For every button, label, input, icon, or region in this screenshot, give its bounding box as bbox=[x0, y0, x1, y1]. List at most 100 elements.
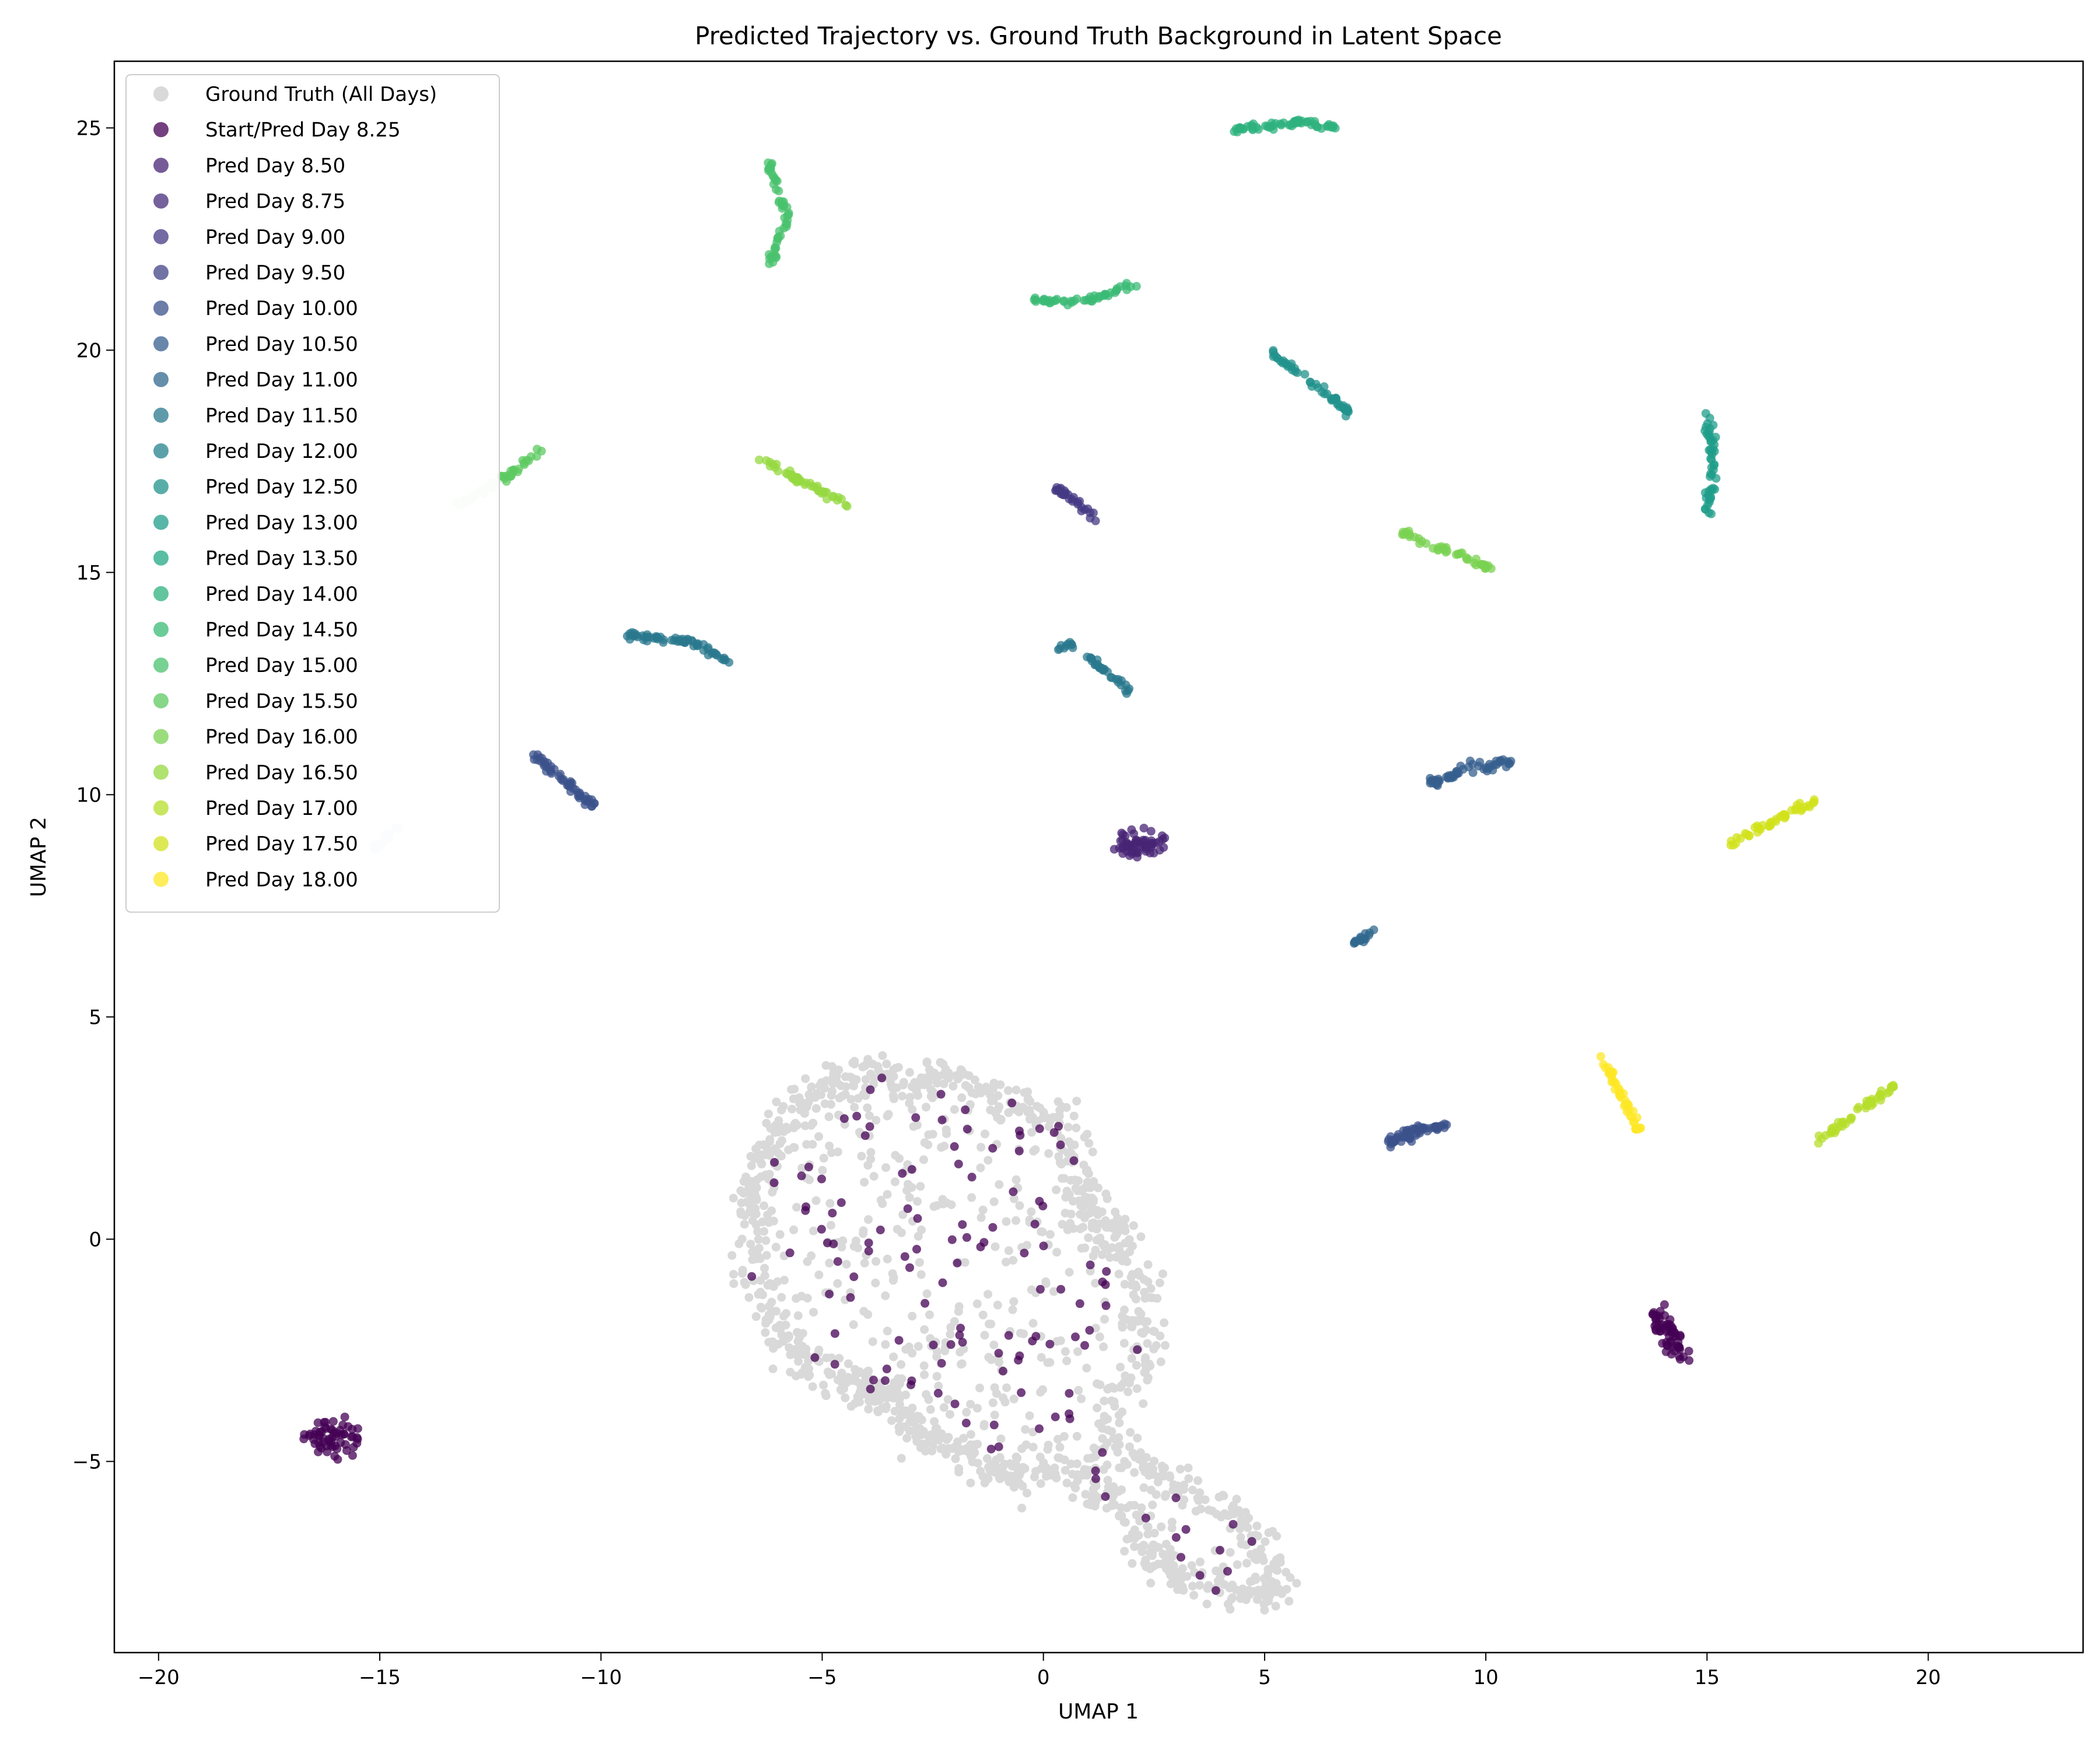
ground-truth-point bbox=[1089, 1443, 1098, 1452]
prediction-point bbox=[671, 634, 680, 643]
legend-marker bbox=[153, 193, 169, 209]
legend-label: Pred Day 18.00 bbox=[205, 868, 358, 891]
ground-truth-point bbox=[1026, 1097, 1035, 1106]
ground-truth-point bbox=[1118, 1251, 1127, 1260]
ground-truth-point bbox=[977, 1143, 986, 1152]
ground-truth-point bbox=[1143, 1376, 1152, 1385]
ground-truth-point bbox=[821, 1389, 830, 1398]
legend-marker bbox=[153, 586, 169, 601]
ground-truth-point bbox=[767, 1206, 776, 1216]
prediction-point bbox=[898, 1169, 907, 1178]
ground-truth-point bbox=[1121, 1518, 1130, 1527]
ground-truth-point bbox=[1004, 1246, 1013, 1255]
prediction-point bbox=[1457, 548, 1466, 558]
prediction-point bbox=[1015, 1126, 1024, 1136]
ground-truth-point bbox=[895, 1427, 904, 1436]
ground-truth-point bbox=[1091, 1245, 1100, 1255]
prediction-point bbox=[1323, 121, 1332, 131]
prediction-point bbox=[1065, 1409, 1074, 1419]
prediction-point bbox=[1854, 1102, 1863, 1112]
ground-truth-point bbox=[837, 1368, 846, 1378]
prediction-point bbox=[1054, 1122, 1063, 1131]
ground-truth-point bbox=[924, 1395, 933, 1404]
ground-truth-point bbox=[1054, 1152, 1063, 1161]
prediction-point bbox=[1660, 1311, 1670, 1320]
prediction-point bbox=[937, 1359, 946, 1368]
prediction-point bbox=[1741, 829, 1750, 838]
ground-truth-point bbox=[1228, 1580, 1237, 1590]
prediction-point bbox=[1876, 1096, 1885, 1105]
prediction-point bbox=[1415, 1127, 1424, 1136]
ground-truth-point bbox=[1074, 1385, 1083, 1395]
ground-truth-point bbox=[1015, 1201, 1024, 1210]
ground-truth-point bbox=[902, 1433, 912, 1443]
ground-truth-point bbox=[1100, 1315, 1109, 1324]
y-tick-label: 10 bbox=[76, 783, 102, 807]
prediction-point bbox=[335, 1426, 345, 1435]
prediction-point bbox=[1705, 495, 1714, 505]
ground-truth-point bbox=[852, 1236, 860, 1245]
ground-truth-point bbox=[966, 1478, 975, 1488]
ground-truth-point bbox=[1171, 1567, 1181, 1577]
ground-truth-point bbox=[1036, 1479, 1045, 1488]
ground-truth-point bbox=[761, 1236, 771, 1245]
ground-truth-point bbox=[741, 1172, 751, 1182]
ground-truth-point bbox=[770, 1128, 779, 1137]
prediction-point bbox=[877, 1073, 887, 1083]
ground-truth-point bbox=[922, 1058, 932, 1068]
prediction-point bbox=[652, 633, 661, 642]
ground-truth-point bbox=[1213, 1576, 1223, 1586]
prediction-point bbox=[547, 769, 556, 778]
prediction-point bbox=[1726, 841, 1735, 850]
ground-truth-point bbox=[757, 1159, 766, 1168]
ground-truth-point bbox=[981, 1129, 989, 1139]
prediction-point bbox=[1814, 1131, 1824, 1140]
ground-truth-point bbox=[1099, 1465, 1108, 1474]
ground-truth-point bbox=[777, 1293, 786, 1302]
prediction-point bbox=[1780, 813, 1789, 822]
prediction-point bbox=[1127, 825, 1136, 834]
prediction-point bbox=[864, 1238, 873, 1248]
ground-truth-point bbox=[860, 1178, 869, 1187]
ground-truth-point bbox=[1132, 1384, 1142, 1393]
legend-marker bbox=[153, 657, 169, 673]
prediction-point bbox=[1056, 1140, 1065, 1150]
ground-truth-point bbox=[954, 1302, 964, 1311]
ground-truth-point bbox=[761, 1315, 771, 1324]
ground-truth-point bbox=[746, 1190, 755, 1199]
ground-truth-point bbox=[957, 1360, 965, 1369]
ground-truth-point bbox=[761, 1328, 770, 1337]
ground-truth-point bbox=[991, 1108, 1000, 1118]
ground-truth-point bbox=[1139, 1541, 1148, 1550]
prediction-point bbox=[587, 802, 596, 811]
prediction-point bbox=[986, 1444, 996, 1454]
prediction-point bbox=[1685, 1356, 1694, 1365]
ground-truth-point bbox=[1002, 1217, 1011, 1226]
ground-truth-point bbox=[1028, 1443, 1038, 1452]
ground-truth-point bbox=[1136, 1310, 1146, 1319]
prediction-point bbox=[340, 1412, 349, 1422]
ground-truth-point bbox=[1080, 1243, 1090, 1252]
ground-truth-point bbox=[901, 1390, 911, 1399]
ground-truth-point bbox=[1160, 1340, 1170, 1350]
ground-truth-point bbox=[1060, 1466, 1070, 1475]
prediction-point bbox=[1700, 505, 1710, 513]
ground-truth-point bbox=[1033, 1116, 1042, 1126]
ground-truth-point bbox=[809, 1308, 818, 1317]
ground-truth-point bbox=[1139, 1483, 1149, 1492]
ground-truth-point bbox=[1016, 1329, 1025, 1338]
prediction-point bbox=[1482, 562, 1492, 572]
ground-truth-point bbox=[981, 1083, 991, 1091]
prediction-point bbox=[321, 1424, 330, 1433]
ground-truth-point bbox=[1153, 1294, 1162, 1303]
ground-truth-point bbox=[913, 1197, 922, 1206]
ground-truth-point bbox=[1012, 1086, 1021, 1095]
ground-truth-point bbox=[737, 1198, 746, 1208]
legend-label: Pred Day 8.75 bbox=[205, 190, 345, 214]
prediction-point bbox=[1700, 426, 1710, 435]
ground-truth-point bbox=[925, 1310, 934, 1320]
prediction-point bbox=[1181, 1525, 1191, 1534]
ground-truth-point bbox=[1233, 1560, 1242, 1569]
ground-truth-point bbox=[1036, 1388, 1045, 1397]
prediction-point bbox=[771, 185, 780, 194]
